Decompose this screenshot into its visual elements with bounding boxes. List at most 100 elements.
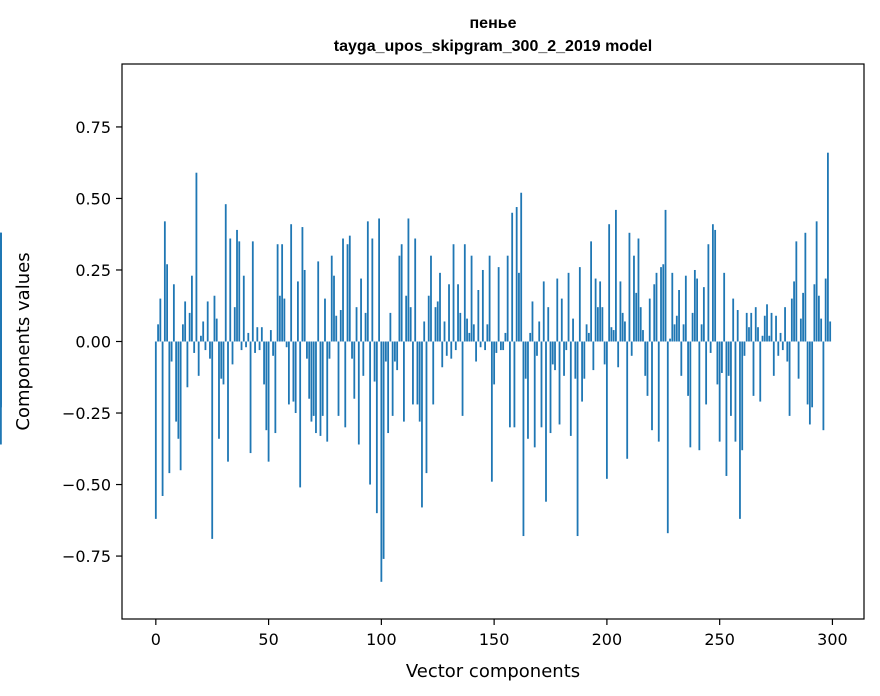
bar-97 [373,341,376,382]
bar-273 [770,312,773,342]
bar-174 [547,307,550,342]
bar-26 [213,295,216,342]
x-tick-label: 200 [592,630,623,649]
bar-21 [202,321,205,342]
bar-121 [427,295,430,342]
bar-110 [403,341,405,422]
bar-78 [330,255,333,342]
bar-116 [416,341,419,405]
bar-137 [463,244,466,342]
bar-19 [197,341,200,376]
y-tick-label: −0.50 [62,476,111,495]
bar-98 [375,341,378,514]
bar-209 [626,341,629,459]
x-tick-label: 250 [704,630,735,649]
bar-77 [328,341,331,359]
bar-86 [348,235,351,342]
bar-271 [766,304,768,342]
bar-206 [619,281,622,342]
bar-200 [605,341,608,479]
bar-228 [669,338,671,342]
bar-130 [448,284,450,342]
bar-232 [678,290,680,342]
x-tick-label: 150 [479,630,510,649]
bar-221 [653,284,656,342]
bar-136 [461,341,464,416]
bar-43 [251,241,254,342]
bar-38 [240,341,243,351]
bar-186 [574,341,577,379]
bar-20 [200,335,202,342]
bar-215 [639,307,642,342]
bar-152 [497,267,500,342]
bar-187 [576,341,579,537]
bar-undefined [0,341,2,408]
bar-243 [702,287,705,342]
bar-23 [206,301,209,342]
bar-223 [657,341,660,442]
bar-264 [750,312,753,342]
bar-224 [660,267,662,342]
y-axis-label: Components values [13,252,34,430]
bar-53 [274,341,277,434]
bar-138 [466,318,468,342]
bar-183 [567,272,570,342]
bar-114 [412,341,414,405]
bar-109 [400,244,403,342]
bar-28 [218,341,220,439]
bar-37 [238,241,241,342]
bar-175 [549,341,552,434]
bar-190 [583,341,586,379]
bar-36 [236,229,238,342]
bar-238 [691,312,694,342]
bar-32 [227,341,229,462]
bar-251 [721,341,723,373]
bar-265 [752,341,755,396]
bar-8 [172,284,175,342]
bar-150 [493,341,496,385]
bar-67 [306,341,308,359]
bar-56 [281,244,284,342]
bar-196 [596,307,599,342]
bar-270 [763,315,766,342]
bar-297 [824,278,827,342]
bar-115 [414,238,417,342]
bar-63 [297,281,299,342]
bar-33 [229,238,232,342]
bar-119 [423,321,426,342]
bar-275 [775,315,777,342]
bar-233 [680,341,683,376]
bar-126 [439,272,441,342]
bar-100 [380,341,383,582]
bar-256 [732,298,735,342]
bar-185 [572,318,574,342]
bar-61 [292,341,295,402]
bar-166 [529,332,532,342]
bar-207 [621,312,624,342]
bar-129 [445,341,448,356]
bar-254 [727,341,730,376]
bar-102 [384,341,387,362]
bar-147 [486,324,489,342]
bar-128 [443,321,446,342]
y-tick-label: 0.25 [75,261,111,280]
bar-279 [784,307,786,342]
bar-246 [709,341,712,353]
bar-250 [718,341,721,442]
bar-286 [799,318,802,342]
bar-69 [310,341,313,422]
bar-85 [346,244,349,342]
bar-197 [599,281,602,342]
bar-16 [191,275,193,342]
bar-237 [689,341,692,448]
bar-106 [393,341,396,362]
bar-71 [315,341,317,434]
x-axis: 0 50 100 150 200 250 300 [151,619,848,649]
bar-189 [581,341,583,402]
bar-227 [666,341,669,534]
bar-87 [351,341,353,359]
bar-151 [495,341,498,353]
bar-10 [177,341,180,439]
bar-191 [585,324,588,342]
